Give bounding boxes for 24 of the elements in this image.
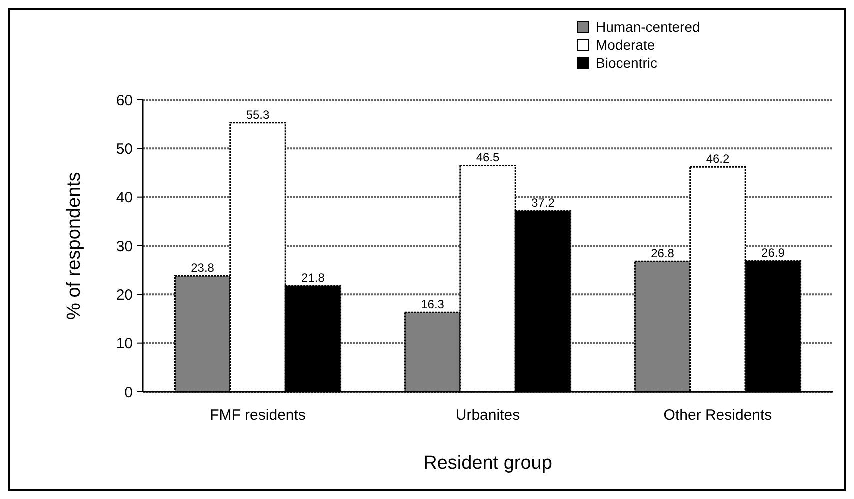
x-tick-label: FMF residents: [210, 407, 306, 424]
y-axis-title: % of respondents: [64, 172, 85, 320]
legend-label: Human-centered: [596, 19, 700, 35]
y-tick-label: 30: [116, 238, 133, 256]
data-label: 21.8: [302, 270, 326, 285]
x-axis-title: Resident group: [424, 453, 552, 474]
data-label: 46.5: [476, 150, 500, 165]
data-label: 26.8: [651, 246, 675, 261]
y-tick-label: 20: [116, 286, 133, 304]
legend-label: Moderate: [596, 37, 656, 53]
data-label: 16.3: [421, 298, 445, 312]
data-label: 46.2: [706, 152, 730, 166]
y-tick-label: 60: [116, 92, 133, 110]
y-tick-label: 50: [116, 140, 133, 158]
data-label: 55.3: [246, 108, 270, 122]
data-label: 26.9: [762, 246, 786, 260]
data-label: 23.8: [191, 261, 215, 276]
data-label: 37.2: [532, 196, 556, 210]
y-tick-label: 10: [116, 336, 133, 353]
x-tick-label: Urbanites: [456, 407, 520, 424]
y-tick-label: 0: [124, 384, 133, 402]
y-tick-label: 40: [116, 190, 133, 207]
legend-label: Biocentric: [596, 55, 658, 71]
x-tick-label: Other Residents: [664, 407, 772, 424]
